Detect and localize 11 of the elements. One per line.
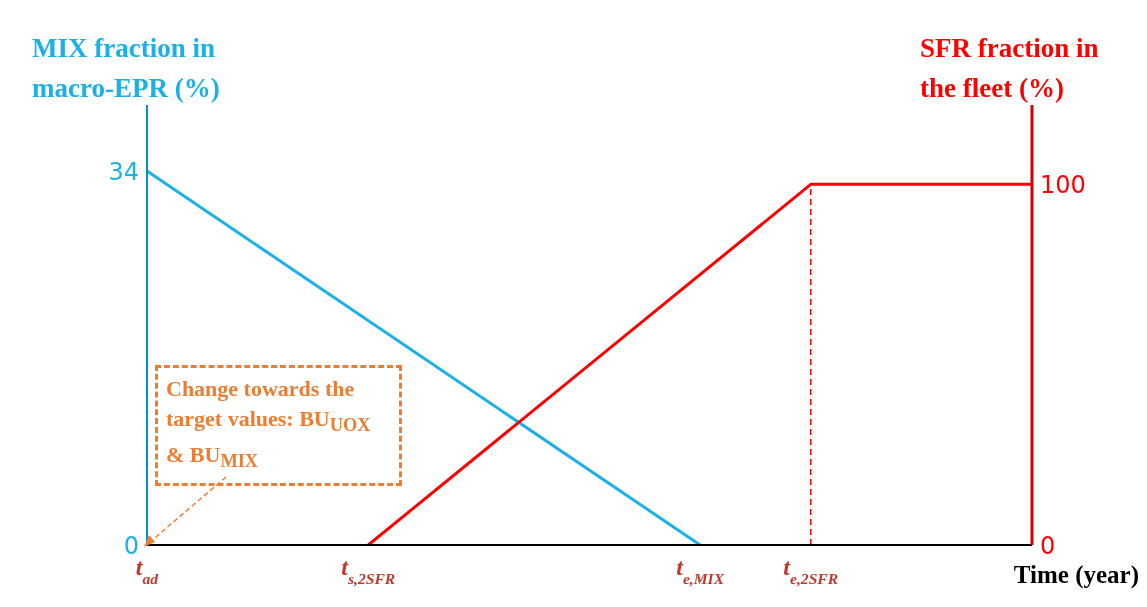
x-tick-label: t$_{e,MIX}$ — [676, 554, 725, 587]
x-tick-label: t$_{ad}$ — [135, 554, 159, 587]
x-tick-label: t$_{e,2SFR}$ — [783, 554, 839, 587]
y-axis-title: MIX fraction in macro-EPR (%) — [32, 32, 221, 105]
note-box: Change towards the target values: BU$_{UOX}$ & BU$_{MIX}$ — [155, 365, 402, 486]
y-tick-label: 34 — [108, 157, 139, 186]
x-axis-title: Time (year) — [1013, 561, 1139, 589]
x-tick-label: t$_{s,2SFR}$ — [341, 554, 396, 587]
y2-axis-title: SFR fraction in the fleet (%) — [920, 32, 1100, 105]
y2-tick-label: 100 — [1040, 170, 1086, 199]
y2-tick-label: 0 — [1040, 531, 1056, 560]
